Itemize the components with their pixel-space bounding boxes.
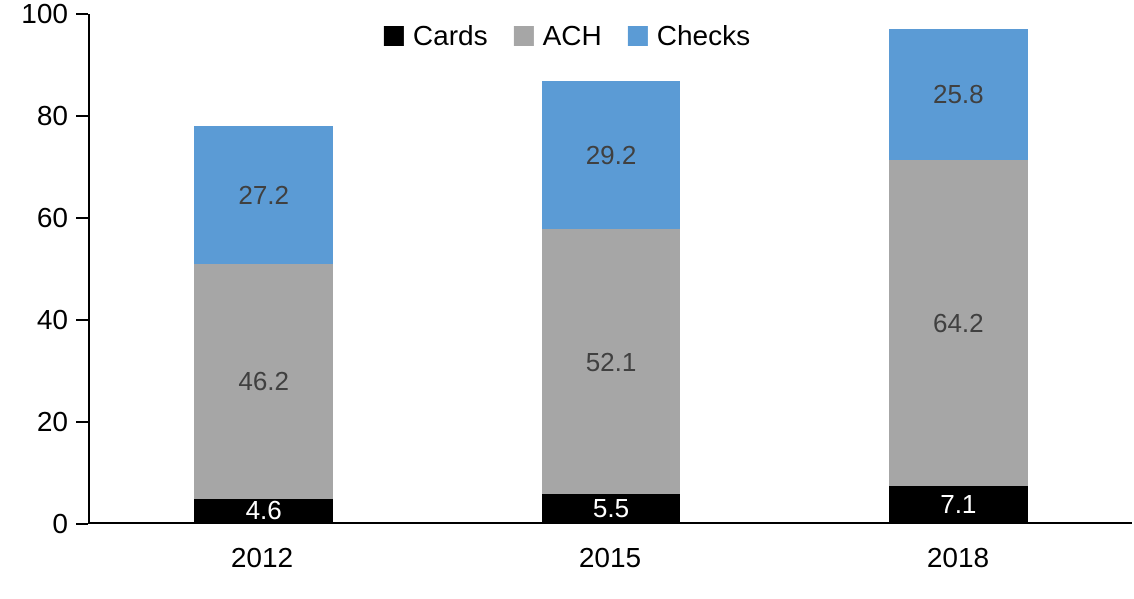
bar-segment: 29.2 — [541, 81, 681, 230]
bar-segment: 4.6 — [194, 495, 334, 526]
bar-segment: 27.2 — [194, 125, 334, 264]
bar-segment: 64.2 — [888, 159, 1028, 486]
bar-value-label: 29.2 — [585, 140, 637, 171]
y-tick-label: 80 — [36, 100, 68, 131]
bar-slot: 7.1 64.2 25.8 — [785, 14, 1132, 522]
y-tick-mark — [76, 217, 88, 219]
bar-segment: 46.2 — [194, 263, 334, 499]
bar-segment: 52.1 — [541, 229, 681, 495]
plot-area: 4.6 46.2 27.2 5.5 52.1 29.2 7.1 64.2 25.8 — [88, 14, 1132, 524]
bar-slot: 5.5 52.1 29.2 — [437, 14, 784, 522]
legend: Cards ACH Checks — [377, 20, 757, 52]
y-tick-label: 20 — [36, 406, 68, 437]
x-axis-label: 2018 — [926, 542, 990, 573]
y-tick-mark — [76, 13, 88, 15]
bar: 7.1 64.2 25.8 — [888, 28, 1028, 522]
bar-value-label: 46.2 — [238, 366, 289, 397]
bar-value-label: 4.6 — [245, 495, 282, 526]
bars-row: 4.6 46.2 27.2 5.5 52.1 29.2 7.1 64.2 25.8 — [90, 14, 1132, 526]
y-tick-label: 60 — [36, 202, 68, 233]
legend-swatch — [513, 26, 534, 46]
bar-value-label: 27.2 — [238, 179, 289, 210]
bar-segment: 7.1 — [888, 485, 1028, 522]
bar: 5.5 52.1 29.2 — [541, 81, 681, 524]
y-tick-mark — [76, 319, 88, 321]
legend-label: Cards — [412, 20, 488, 51]
bar-segment: 25.8 — [888, 28, 1028, 160]
legend-item: Checks — [627, 20, 751, 52]
bar-value-label: 64.2 — [933, 307, 984, 338]
x-axis-label: 2015 — [578, 542, 642, 573]
y-tick-mark — [76, 523, 88, 525]
y-tick-mark — [76, 421, 88, 423]
legend-label: ACH — [542, 20, 602, 51]
y-tick-label: 40 — [36, 304, 68, 335]
y-tick-label: 0 — [52, 508, 68, 539]
x-axis: 2012 2015 2018 — [88, 542, 1132, 574]
y-tick-mark — [76, 115, 88, 117]
x-axis-label: 2012 — [230, 542, 294, 573]
bar-slot: 4.6 46.2 27.2 — [90, 14, 437, 526]
bar-value-label: 52.1 — [585, 346, 637, 377]
legend-swatch — [627, 26, 648, 46]
bar-value-label: 25.8 — [933, 79, 984, 110]
bar: 4.6 46.2 27.2 — [194, 125, 334, 526]
bar-value-label: 5.5 — [592, 493, 630, 524]
legend-item: ACH — [513, 20, 602, 52]
legend-item: Cards — [383, 20, 488, 52]
bar-value-label: 7.1 — [940, 488, 977, 519]
y-tick-label: 100 — [21, 0, 68, 29]
legend-label: Checks — [656, 20, 751, 51]
legend-swatch — [383, 26, 404, 46]
bar-segment: 5.5 — [541, 493, 681, 524]
